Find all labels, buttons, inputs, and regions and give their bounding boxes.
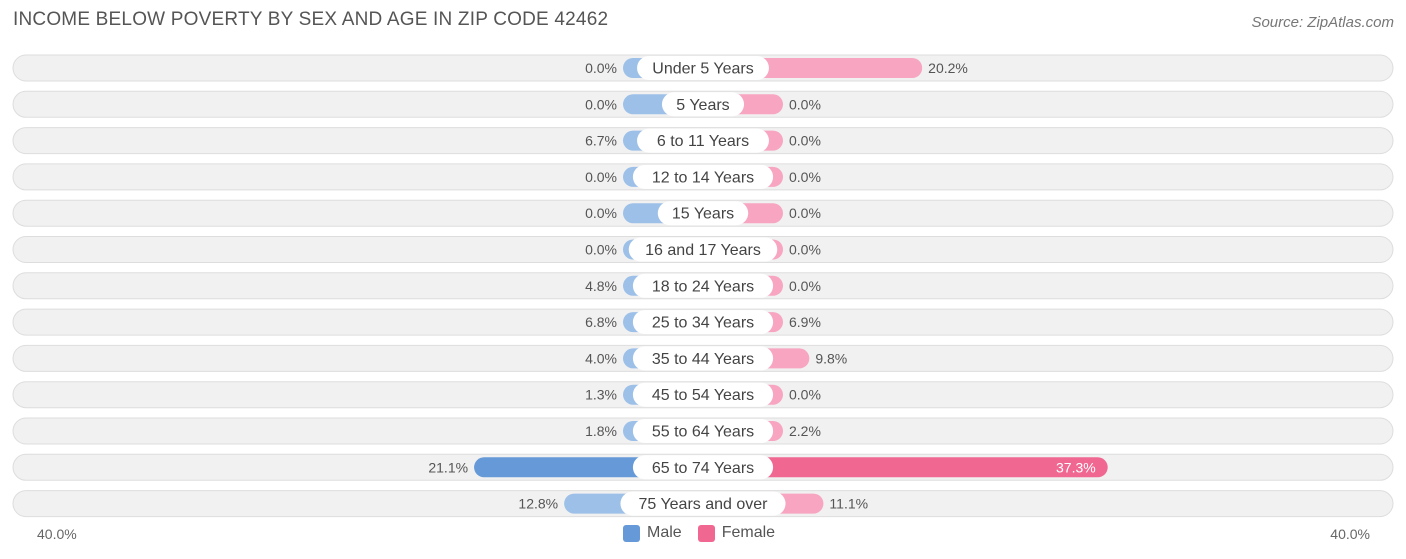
legend-item-female: Female — [697, 524, 776, 542]
value-label-female: 6.9% — [789, 314, 821, 330]
value-label-female: 2.2% — [789, 423, 821, 439]
legend-label-female: Female — [721, 524, 776, 541]
category-label-bg — [632, 273, 774, 298]
chart-title: INCOME BELOW POVERTY BY SEX AND AGE IN Z… — [13, 9, 609, 30]
value-label-male: 12.8% — [518, 496, 558, 512]
category-label: 35 to 44 Years — [652, 351, 754, 368]
value-label-male: 0.0% — [585, 60, 617, 76]
legend-label-male: Male — [647, 524, 682, 541]
category-label-bg — [632, 346, 774, 371]
bar-female — [703, 457, 1108, 478]
value-label-male: 6.7% — [585, 133, 617, 149]
category-label-bg — [632, 419, 774, 443]
source-label: Source: ZipAtlas.com — [1251, 14, 1394, 31]
category-label: Under 5 Years — [652, 61, 753, 78]
value-label-male: 4.8% — [585, 278, 617, 294]
category-label-bg — [632, 164, 774, 189]
category-label-bg — [657, 201, 749, 226]
value-label-female: 37.3% — [1056, 459, 1096, 475]
value-label-male: 0.0% — [585, 242, 617, 258]
category-label-bg — [632, 382, 774, 407]
value-label-male: 1.3% — [585, 387, 617, 403]
legend-item-male: Male — [623, 524, 682, 542]
value-label-male: 1.8% — [585, 423, 617, 439]
category-label: 12 to 14 Years — [652, 169, 754, 186]
value-label-female: 0.0% — [789, 387, 821, 403]
value-label-female: 11.1% — [829, 496, 868, 512]
axis-label-left: 40.0% — [37, 526, 77, 542]
value-label-male: 4.0% — [585, 350, 617, 366]
category-label-bg — [637, 128, 769, 153]
category-label-bg — [661, 92, 745, 117]
value-label-male: 0.0% — [585, 169, 617, 185]
category-label: 15 Years — [672, 206, 734, 223]
value-label-male: 0.0% — [585, 96, 617, 112]
category-label: 18 to 24 Years — [652, 278, 754, 295]
category-label: 75 Years and over — [639, 496, 769, 513]
value-label-female: 20.2% — [928, 60, 968, 76]
legend: Male Female — [623, 524, 791, 542]
chart-area: Under 5 Years 0.0% 20.2% 5 Years 0.0% 0.0% 6 t… — [12, 54, 1394, 518]
legend-swatch-male — [623, 524, 640, 542]
value-label-female: 0.0% — [789, 242, 821, 258]
value-label-female: 0.0% — [789, 96, 821, 112]
legend-swatch-female — [697, 524, 715, 542]
category-label: 16 and 17 Years — [645, 242, 761, 259]
value-label-male: 0.0% — [585, 205, 617, 221]
value-label-female: 9.8% — [815, 350, 847, 366]
category-label-bg — [628, 237, 778, 262]
category-label: 25 to 34 Years — [652, 315, 754, 332]
value-label-male: 6.8% — [585, 314, 617, 330]
category-label: 45 to 54 Years — [652, 387, 754, 404]
category-label: 55 to 64 Years — [652, 424, 754, 441]
category-label-bg — [632, 310, 774, 335]
value-label-female: 0.0% — [789, 169, 821, 185]
category-label: 65 to 74 Years — [652, 460, 754, 477]
category-label-bg — [632, 455, 774, 480]
category-label-bg — [620, 491, 786, 516]
value-label-male: 21.1% — [428, 459, 468, 475]
category-label-bg — [637, 56, 769, 80]
value-label-female: 0.0% — [789, 278, 821, 294]
axis-label-right: 40.0% — [1330, 526, 1370, 542]
value-label-female: 0.0% — [789, 133, 821, 149]
value-label-female: 0.0% — [789, 205, 821, 221]
category-label: 5 Years — [676, 97, 729, 114]
category-label: 6 to 11 Years — [657, 133, 749, 150]
